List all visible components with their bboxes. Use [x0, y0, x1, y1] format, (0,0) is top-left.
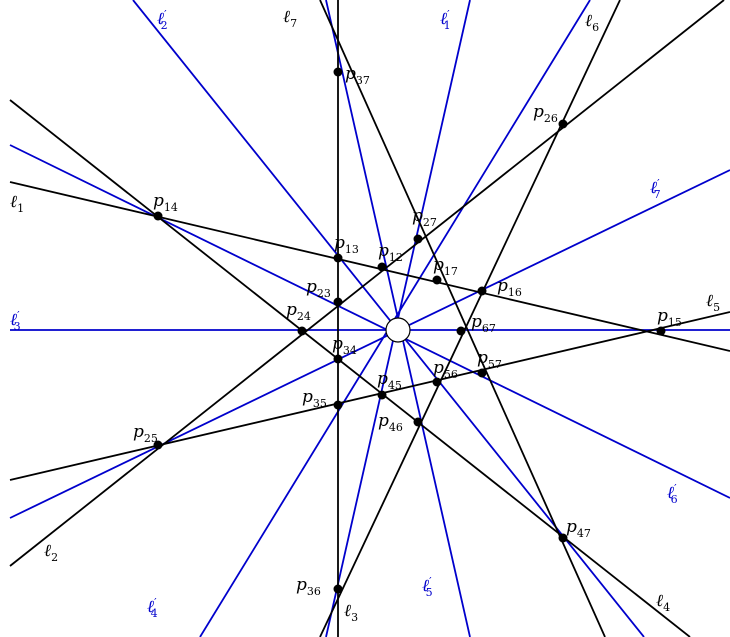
label-l5: ℓ5	[706, 291, 720, 314]
point-p34	[333, 354, 343, 364]
point-p37	[333, 67, 343, 77]
line-l2p	[132, 0, 645, 637]
label-p24: p24	[286, 300, 311, 323]
label-l2p: ℓ′ 2	[157, 8, 168, 32]
point-p13	[333, 253, 343, 263]
center-point	[385, 317, 411, 343]
label-p67: p67	[471, 312, 496, 335]
label-p15: p15	[657, 306, 682, 329]
label-p12: p12	[378, 241, 403, 264]
point-p45	[377, 390, 387, 400]
label-p56: p56	[433, 358, 458, 381]
point-p56	[432, 377, 442, 387]
point-p35	[333, 400, 343, 410]
label-p47: p47	[566, 517, 591, 540]
label-l6: ℓ6	[585, 11, 599, 34]
point-p14	[153, 211, 163, 221]
point-p67	[456, 326, 466, 336]
label-p57: p57	[477, 348, 502, 371]
point-p36	[333, 584, 343, 594]
line-l6p	[9, 144, 730, 499]
point-p57	[477, 368, 487, 378]
label-p14: p14	[153, 191, 178, 214]
label-p25: p25	[133, 422, 158, 445]
point-p15	[656, 326, 666, 336]
label-p37: p37	[345, 64, 370, 87]
line-l7	[319, 0, 606, 637]
label-p36: p36	[296, 575, 321, 598]
point-p17	[432, 275, 442, 285]
point-p12	[377, 262, 387, 272]
label-l5p: ℓ′ 5	[422, 575, 433, 599]
label-p35: p35	[302, 387, 327, 410]
point-p46	[413, 417, 423, 427]
point-p24	[297, 326, 307, 336]
point-p25	[153, 440, 163, 450]
label-l4p: ℓ′ 4	[147, 596, 158, 620]
label-p23: p23	[306, 277, 331, 300]
point-p16	[477, 286, 487, 296]
line-l4	[9, 99, 691, 637]
label-p45: p45	[377, 369, 402, 392]
label-l7: ℓ7	[283, 7, 297, 30]
line-l5	[9, 311, 730, 481]
point-p47	[558, 533, 568, 543]
label-l7p: ℓ′ 7	[650, 177, 661, 201]
label-l1: ℓ1	[10, 192, 24, 215]
label-p27: p27	[412, 206, 437, 229]
label-l1p: ℓ′ 1	[440, 8, 451, 32]
line-l6	[319, 0, 621, 637]
point-p23	[333, 297, 343, 307]
label-l4: ℓ4	[656, 591, 670, 614]
label-p13: p13	[334, 233, 359, 256]
label-p17: p17	[433, 255, 458, 278]
label-l2: ℓ2	[44, 541, 58, 564]
label-l3p: ℓ′ 3	[10, 309, 21, 333]
label-l3: ℓ3	[344, 601, 358, 624]
line-l7p	[9, 169, 730, 519]
label-p34: p34	[332, 334, 357, 357]
label-l6p: ℓ′ 6	[667, 482, 678, 506]
label-p16: p16	[497, 276, 522, 299]
line-l2	[9, 0, 725, 567]
line-l1	[9, 181, 730, 352]
point-p27	[413, 234, 423, 244]
label-p26: p26	[533, 102, 558, 125]
label-p46: p46	[378, 411, 403, 434]
point-p26	[558, 119, 568, 129]
